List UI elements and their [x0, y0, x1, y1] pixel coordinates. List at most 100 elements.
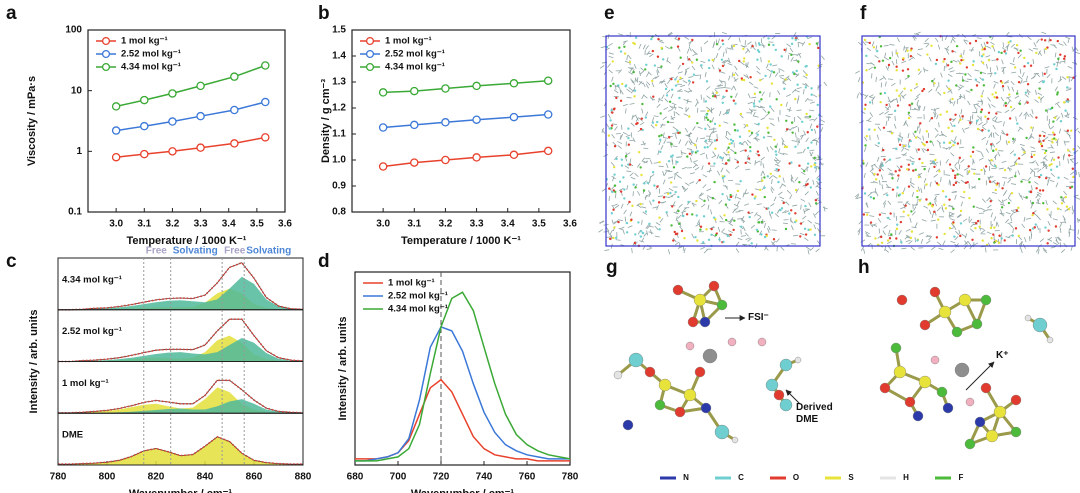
molecule-bond — [667, 249, 671, 255]
molecule-bond — [917, 48, 923, 51]
atom — [1060, 202, 1064, 205]
atom — [620, 164, 624, 167]
molecule-bond — [980, 152, 984, 158]
atom — [959, 54, 962, 58]
atom — [1046, 336, 1054, 344]
atom — [879, 235, 883, 239]
atom — [805, 64, 808, 68]
legend-label: 4.34 mol kg⁻¹ — [388, 304, 448, 315]
molecule-bond — [901, 60, 907, 64]
atom — [651, 79, 654, 83]
molecule-bond — [1050, 173, 1056, 177]
molecule-bond — [908, 240, 913, 245]
data-point — [441, 84, 450, 93]
molecule-bond — [649, 159, 653, 165]
atom — [772, 71, 776, 74]
atom — [995, 112, 998, 115]
x-tick-label: 820 — [148, 472, 165, 483]
molecule-bond — [1000, 96, 1004, 102]
data-point — [378, 162, 388, 171]
atom — [901, 69, 905, 72]
molecule-bond — [1026, 88, 1031, 94]
molecule-bond — [706, 170, 712, 172]
data-point — [543, 110, 553, 119]
atom — [757, 42, 761, 45]
molecule-bond — [874, 55, 879, 59]
atom — [904, 396, 916, 408]
molecule-bond — [1055, 61, 1061, 64]
atom — [984, 115, 987, 118]
atom — [609, 119, 612, 122]
atom — [1042, 201, 1045, 205]
atom — [915, 83, 918, 86]
molecule-bond — [1050, 144, 1054, 150]
molecule-bond — [1043, 155, 1047, 160]
molecule-bond — [912, 132, 916, 138]
molecule-bond — [731, 72, 734, 78]
atom — [758, 100, 761, 103]
atom — [891, 177, 894, 180]
atom — [1023, 65, 1026, 68]
molecule-bond — [1001, 47, 1007, 51]
molecule-bond — [797, 127, 800, 133]
molecule-bond — [777, 160, 781, 165]
atom — [681, 62, 685, 66]
atom — [767, 37, 770, 40]
molecule-bond — [881, 184, 884, 190]
molecule-bond — [728, 230, 734, 234]
molecule-bond — [904, 200, 909, 205]
molecule-bond — [985, 148, 989, 153]
atom — [725, 89, 728, 93]
atom — [734, 102, 737, 105]
atom — [868, 41, 871, 45]
atom — [1044, 47, 1048, 51]
molecule-bond — [1007, 100, 1011, 105]
atom — [747, 157, 751, 160]
subpanel-label: DME — [62, 430, 83, 441]
molecule-bond — [934, 127, 939, 133]
atom — [744, 161, 747, 165]
atom — [982, 53, 985, 56]
atom — [966, 180, 969, 184]
atom — [711, 94, 715, 98]
molecule-bond — [683, 99, 689, 102]
atom — [1043, 72, 1046, 76]
atom — [1044, 226, 1047, 229]
molecule-bond — [662, 132, 665, 138]
atom — [1026, 101, 1029, 104]
molecule-bond — [614, 84, 617, 90]
molecule-bond — [963, 80, 969, 83]
molecule-bond — [1047, 238, 1053, 242]
molecule-bond — [1041, 130, 1047, 134]
atom — [976, 127, 980, 131]
y-axis-label: Viscosity / mPa·s — [26, 76, 38, 166]
molecule-bond — [787, 54, 790, 60]
atom — [864, 144, 867, 147]
molecule-bond — [709, 131, 714, 136]
atom — [711, 196, 715, 200]
atom — [993, 95, 996, 99]
subpanel-label: 4.34 mol kg⁻¹ — [62, 274, 122, 285]
atom — [895, 227, 899, 231]
atom — [948, 141, 951, 145]
molecule-bond — [719, 215, 724, 220]
molecule-bond — [948, 145, 953, 150]
molecule-bond — [815, 248, 820, 253]
atom — [956, 142, 960, 145]
atom — [1057, 57, 1060, 61]
atom — [763, 176, 766, 179]
y-tick-label: 100 — [65, 25, 82, 36]
molecule-bond — [782, 177, 785, 183]
molecule-bond — [796, 98, 799, 104]
subpanel-frame — [57, 412, 304, 466]
molecule-bond — [629, 67, 634, 72]
molecule-bond — [682, 245, 685, 251]
data-point — [196, 81, 205, 91]
molecule-bond — [601, 127, 604, 133]
atom — [610, 109, 613, 112]
molecule-bond — [1054, 52, 1057, 58]
molecule-bond — [609, 233, 614, 239]
atom — [938, 170, 941, 173]
atom — [1003, 50, 1006, 53]
atom — [747, 211, 750, 214]
